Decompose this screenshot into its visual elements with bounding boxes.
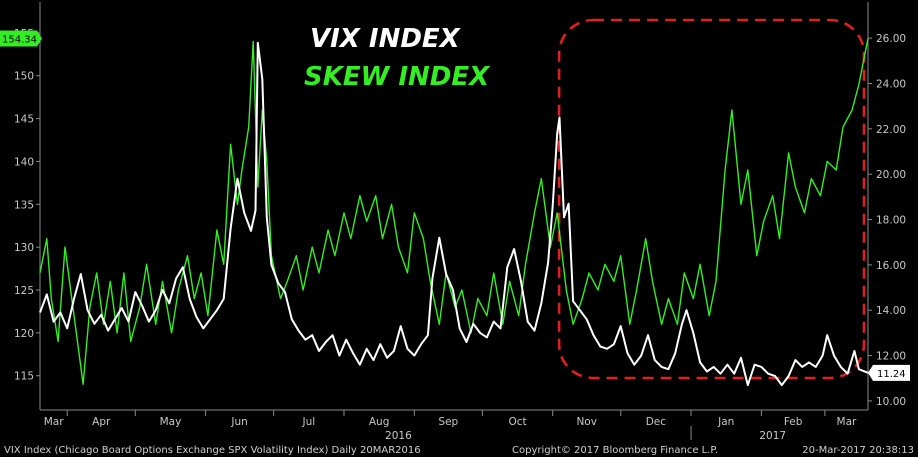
footer-left: VIX Index (Chicago Board Options Exchang… xyxy=(4,445,421,456)
right-tick-label: 16.00 xyxy=(876,260,906,272)
month-tick-label: Sep xyxy=(438,416,458,428)
vix-last-value-flag xyxy=(868,364,910,381)
month-tick-label: Apr xyxy=(92,416,111,428)
footer-center: Copyright© 2017 Bloomberg Finance L.P. xyxy=(512,445,718,456)
left-tick-label: 140 xyxy=(14,156,34,168)
left-tick-label: 130 xyxy=(14,242,34,254)
vix-last-value-label: 11.24 xyxy=(877,369,906,380)
month-tick-label: Dec xyxy=(646,416,667,428)
vix-index-title: VIX INDEX xyxy=(310,24,462,54)
month-tick-label: Aug xyxy=(369,416,390,428)
month-tick-label: Jul xyxy=(301,416,315,428)
skew-flag-pointer xyxy=(37,30,42,47)
skew-last-value-label: 154.34 xyxy=(2,35,37,46)
footer-right: 20-Mar-2017 20:38:13 xyxy=(802,445,914,456)
right-tick-label: 22.00 xyxy=(876,124,906,136)
left-tick-label: 135 xyxy=(14,199,34,211)
skew-index-title: SKEW INDEX xyxy=(304,62,491,92)
right-tick-label: 20.00 xyxy=(876,169,906,181)
right-tick-label: 10.00 xyxy=(876,396,906,408)
vix-series-line xyxy=(39,41,869,387)
right-tick-label: 24.00 xyxy=(876,78,906,90)
year-label: 2017 xyxy=(759,430,786,442)
month-tick-label: Nov xyxy=(576,416,597,428)
left-tick-label: 115 xyxy=(14,371,34,383)
month-tick-label: Feb xyxy=(784,416,803,428)
month-tick-label: May xyxy=(160,416,182,428)
skew-last-value-flag xyxy=(0,30,37,47)
highlight-box xyxy=(557,18,866,380)
month-tick-label: Mar xyxy=(837,416,857,428)
year-label: 2016 xyxy=(385,430,412,442)
right-tick-label: 18.00 xyxy=(876,215,906,227)
month-tick-label: Mar xyxy=(44,416,64,428)
left-tick-label: 120 xyxy=(14,328,34,340)
skew-series-line xyxy=(39,38,869,385)
right-tick-label: 26.00 xyxy=(876,33,906,45)
month-tick-label: Jun xyxy=(230,416,247,428)
month-tick-label: Jan xyxy=(717,416,734,428)
left-tick-label: 125 xyxy=(14,285,34,297)
left-tick-label: 145 xyxy=(14,114,34,126)
right-tick-label: 12.00 xyxy=(876,351,906,363)
right-tick-label: 14.00 xyxy=(876,305,906,317)
month-tick-label: Oct xyxy=(508,416,526,428)
left-tick-label: 150 xyxy=(14,71,34,83)
